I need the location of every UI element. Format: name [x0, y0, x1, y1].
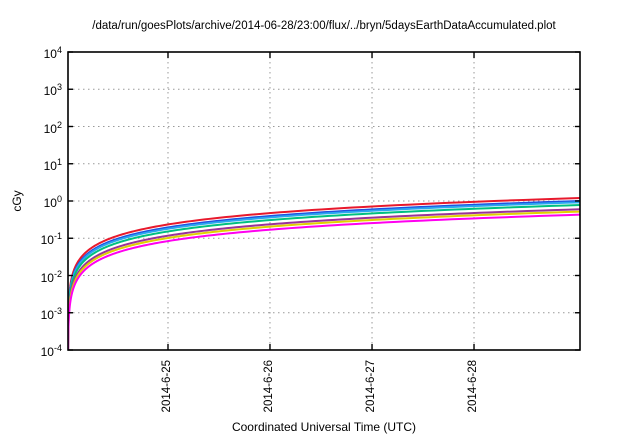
y-tick-label-1e-4: 10-4: [40, 343, 62, 359]
x-tick-label: 2014-6-27: [365, 360, 378, 413]
y-tick-label-1e4: 104: [43, 45, 62, 61]
y-tick-label-1e1: 101: [43, 156, 62, 173]
x-tick-label: 2014-6-25: [160, 360, 173, 413]
x-tick-label: 2014-6-26: [262, 360, 275, 413]
y-tick-label-1e0: 100: [43, 194, 62, 210]
y-tick-label-1e-3: 10-3: [40, 305, 62, 322]
cyan-line-curve: [68, 201, 580, 350]
x-tick-label: 2014-6-28: [467, 360, 480, 413]
purple-line-curve: [68, 208, 580, 350]
plot-title: /data/run/goesPlots/archive/2014-06-28/2…: [92, 20, 556, 32]
y-tick-label-1e-2: 10-2: [40, 268, 62, 285]
x-axis-label: Coordinated Universal Time (UTC): [231, 420, 417, 434]
y-tick-label-1e-1: 10-1: [40, 231, 62, 248]
y-axis-label: cGy: [10, 190, 24, 212]
y-tick-label-1e2: 102: [43, 119, 62, 136]
y-tick-label-1e3: 103: [43, 82, 62, 99]
